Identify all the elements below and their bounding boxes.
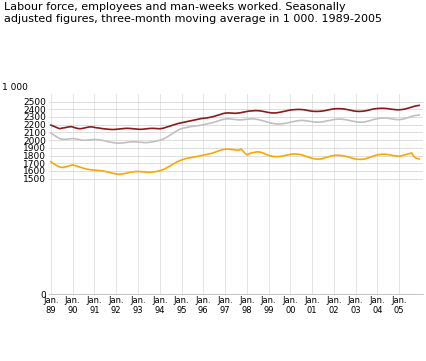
Labour force: [322, 109, 327, 113]
Line: Labour force: Labour force: [51, 105, 418, 130]
Labour force: [242, 110, 247, 114]
Employees: [235, 118, 240, 122]
Line: Man-weeks worked: Man-weeks worked: [51, 149, 418, 174]
Employees: [88, 138, 93, 142]
Man-weeks worked: [48, 160, 53, 164]
Text: 1 000: 1 000: [2, 83, 28, 92]
Man-weeks worked: [244, 153, 249, 157]
Labour force: [148, 126, 153, 131]
Employees: [110, 140, 115, 145]
Legend: Labour force, Employees, Man-weeks worked: Labour force, Employees, Man-weeks worke…: [81, 359, 390, 361]
Employees: [242, 117, 247, 122]
Man-weeks worked: [236, 148, 242, 152]
Employees: [115, 141, 120, 145]
Labour force: [235, 111, 240, 115]
Man-weeks worked: [88, 168, 93, 172]
Man-weeks worked: [148, 170, 153, 174]
Labour force: [416, 103, 421, 108]
Labour force: [48, 123, 53, 127]
Employees: [148, 140, 153, 144]
Labour force: [110, 127, 115, 132]
Man-weeks worked: [416, 157, 421, 161]
Man-weeks worked: [224, 147, 229, 151]
Man-weeks worked: [323, 155, 328, 159]
Man-weeks worked: [110, 171, 115, 175]
Employees: [416, 113, 421, 117]
Labour force: [112, 127, 117, 132]
Labour force: [88, 125, 93, 129]
Employees: [48, 131, 53, 135]
Text: Labour force, employees and man-weeks worked. Seasonally
adjusted figures, three: Labour force, employees and man-weeks wo…: [4, 2, 381, 24]
Line: Employees: Employees: [51, 115, 418, 143]
Employees: [322, 119, 327, 123]
Man-weeks worked: [115, 172, 120, 176]
